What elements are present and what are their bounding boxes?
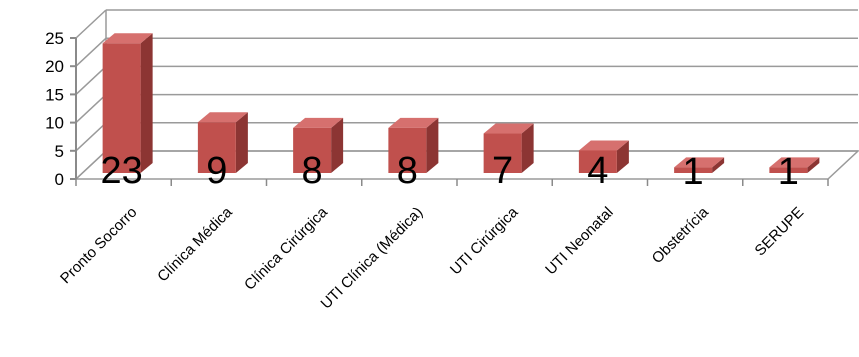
chart-floor [74, 150, 859, 180]
x-tick-label: UTI Cirúrgica [447, 203, 522, 278]
gridline-side [75, 94, 107, 124]
bar-side [712, 157, 725, 173]
bar [578, 140, 629, 173]
bar-top [102, 33, 153, 44]
y-tick-label: 0 [55, 170, 64, 189]
data-label: 23 [100, 150, 142, 192]
bar-front [388, 127, 427, 173]
bar-top [483, 123, 534, 134]
bar [388, 117, 439, 173]
data-label: 8 [397, 150, 418, 192]
bar [293, 117, 344, 173]
gridline-side [75, 9, 107, 39]
bar-side [521, 123, 534, 173]
bar-top [578, 140, 629, 151]
bar-side [807, 157, 820, 173]
data-label: 8 [302, 150, 323, 192]
data-label: 9 [206, 150, 227, 192]
bar-side [235, 112, 248, 173]
bar-top [769, 157, 820, 168]
chart-grid [74, 9, 859, 180]
bar-front [769, 167, 808, 173]
bar-side [140, 33, 153, 173]
bar-side [426, 117, 439, 173]
x-tick-label: Clínica Cirúrgica [241, 203, 331, 293]
data-label: 4 [587, 150, 608, 192]
gridline-side [75, 122, 107, 152]
bar-top [197, 112, 248, 123]
bar [769, 157, 820, 173]
bar-top [388, 117, 439, 128]
chart-axes: 0 5 10 15 20 25 [45, 29, 829, 189]
x-tick-label: SERUPE [752, 204, 808, 260]
data-label: 1 [778, 151, 799, 193]
bar [483, 123, 534, 173]
gridline-side [75, 37, 107, 67]
x-tick-label: UTI Neonatal [542, 204, 617, 279]
y-tick-label: 25 [45, 29, 64, 48]
x-tick-label: Clínica Médica [154, 203, 236, 285]
data-label: 1 [683, 151, 704, 193]
bar-front [578, 150, 617, 173]
bar-front [102, 43, 141, 173]
gridline-side [75, 65, 107, 95]
chart-bars [102, 33, 820, 173]
y-tick-label: 20 [45, 57, 64, 76]
bar [102, 33, 153, 173]
bar-front [674, 167, 713, 173]
x-tick-label: Obstetrícia [649, 203, 713, 267]
bar-front [483, 133, 522, 173]
data-label: 7 [492, 150, 513, 192]
y-tick-label: 15 [45, 85, 64, 104]
chart-labels: 23 Pronto Socorro 9 Clínica Médica 8 Clínica … [57, 150, 807, 312]
bar-top [674, 157, 725, 168]
bar-front [197, 122, 236, 173]
bar-side [331, 117, 344, 173]
y-tick-label: 10 [45, 114, 64, 133]
bar [197, 112, 248, 173]
bar-front [293, 127, 332, 173]
bar [674, 157, 725, 173]
x-tick-label: UTI Clínica (Médica) [318, 204, 427, 313]
bar-top [293, 117, 344, 128]
bar-side [616, 140, 629, 173]
x-tick-label: Pronto Socorro [57, 204, 140, 287]
y-tick-label: 5 [55, 142, 64, 161]
